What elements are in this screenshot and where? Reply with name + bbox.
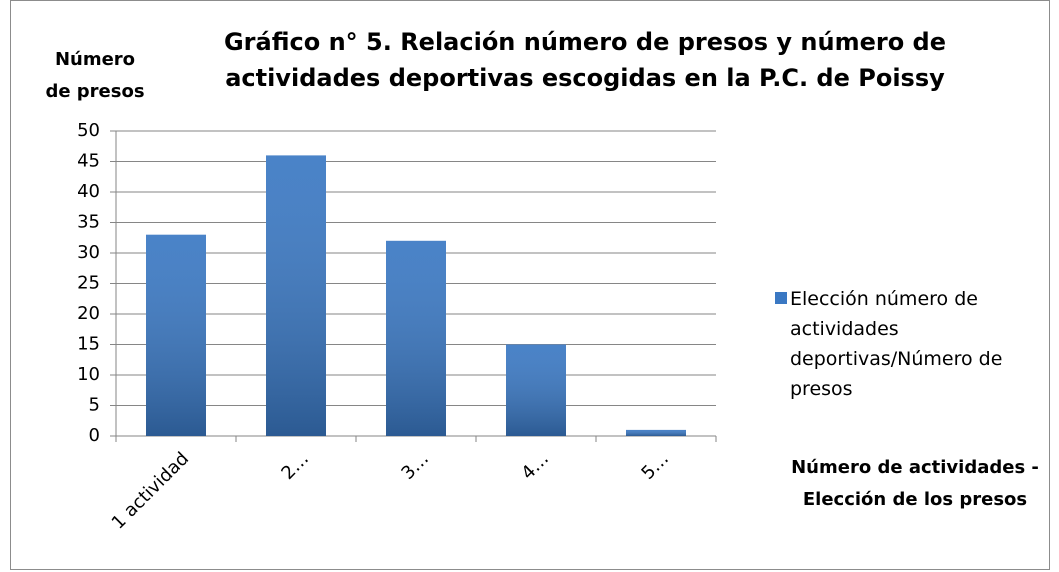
- x-tick-label: 3…: [397, 448, 433, 484]
- y-tick-label: 30: [77, 242, 100, 263]
- x-tick-label: 1 actividad: [108, 448, 193, 533]
- y-axis-label: Número de presos: [20, 44, 170, 108]
- legend-swatch: [775, 292, 787, 304]
- y-tick-label: 25: [77, 273, 100, 294]
- y-tick-label: 15: [77, 334, 100, 355]
- legend-label: Elección número de actividades deportiva…: [790, 288, 1003, 400]
- y-label-line: Número: [54, 49, 136, 70]
- x-tick-label: 5…: [637, 448, 673, 484]
- bar-shade: [266, 155, 326, 436]
- y-tick-label: 0: [89, 425, 100, 446]
- y-tick-label: 50: [77, 120, 100, 141]
- bar-shade: [626, 429, 686, 436]
- y-tick-label: 40: [77, 181, 100, 202]
- y-label-line: de presos: [45, 81, 145, 102]
- x-tick-label: 2…: [277, 448, 313, 484]
- chart-title: Gráfico n° 5. Relación número de presos …: [200, 24, 970, 96]
- y-tick-label: 35: [77, 212, 100, 233]
- y-tick-label: 45: [77, 151, 100, 172]
- x-label-line: Número de actividades -: [791, 457, 1039, 478]
- chart-border: [10, 0, 1050, 570]
- y-tick-label: 10: [77, 364, 100, 385]
- y-tick-label: 20: [77, 303, 100, 324]
- bar-shade: [146, 234, 206, 436]
- x-axis-label: Número de actividades - Elección de los …: [770, 452, 1059, 516]
- title-line: actividades deportivas escogidas en la P…: [225, 64, 945, 92]
- title-line: Gráfico n° 5. Relación número de presos …: [223, 28, 946, 56]
- x-label-line: Elección de los presos: [802, 489, 1028, 510]
- bar-shade: [506, 344, 566, 436]
- y-tick-label: 5: [89, 395, 100, 416]
- x-tick-label: 4…: [517, 448, 553, 484]
- bar-shade: [386, 240, 446, 436]
